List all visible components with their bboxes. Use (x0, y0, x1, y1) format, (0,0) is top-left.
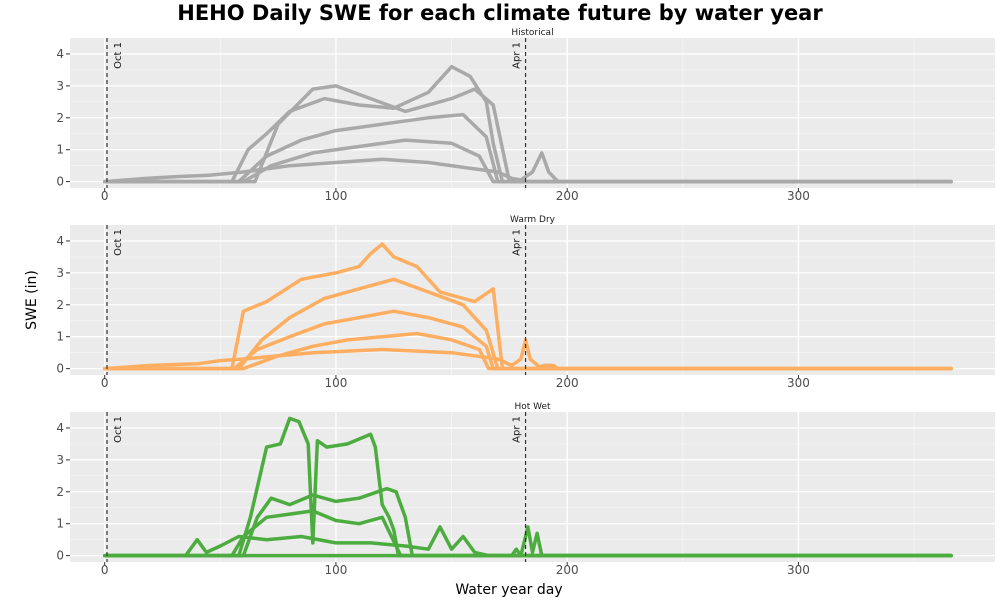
reference-line-label: Oct 1 (113, 229, 124, 256)
chart-title: HEHO Daily SWE for each climate future b… (177, 1, 823, 25)
reference-line-label: Apr 1 (512, 229, 523, 256)
panel-background (70, 225, 995, 375)
panel-warm-dry: Warm Dry Oct 1 Apr 1 0 1 2 3 4 0 100 200 300 (56, 215, 995, 390)
x-tick-label: 100 (324, 376, 347, 390)
x-tick-label: 200 (556, 376, 579, 390)
series-line (102, 112, 953, 184)
y-tick-label: 1 (56, 517, 64, 531)
reference-line-label: Apr 1 (512, 416, 523, 443)
reference-line-label: Apr 1 (512, 42, 523, 69)
y-tick-label: 4 (56, 421, 64, 435)
series-line (102, 277, 953, 371)
y-tick-label: 0 (56, 362, 64, 376)
y-tick-label: 4 (56, 234, 64, 248)
panel-strip-label: Hot Wet (514, 402, 551, 412)
series-line (102, 525, 953, 558)
panel-hot-wet: Hot Wet Oct 1 Apr 1 0 1 2 3 4 0 100 200 300 (56, 402, 995, 577)
panel-background (70, 412, 995, 562)
panel-historical: Historical Oct 1 Apr 1 0 1 2 3 4 0 100 200 300 (56, 28, 995, 203)
panel-strip-label: Warm Dry (510, 215, 556, 225)
x-tick-label: 100 (324, 563, 347, 577)
y-tick-label: 2 (56, 298, 64, 312)
y-tick-label: 1 (56, 330, 64, 344)
y-tick-label: 1 (56, 143, 64, 157)
y-tick-label: 4 (56, 47, 64, 61)
y-tick-label: 3 (56, 453, 64, 467)
series-line (102, 242, 953, 371)
series-line (102, 338, 953, 371)
x-tick-label: 200 (556, 563, 579, 577)
series-line (102, 486, 953, 558)
x-tick-label: 300 (787, 189, 810, 203)
series-line (102, 509, 953, 558)
x-tick-label: 200 (556, 189, 579, 203)
series-line (102, 525, 953, 558)
y-tick-label: 0 (56, 175, 64, 189)
series-line (102, 416, 953, 558)
y-tick-label: 3 (56, 266, 64, 280)
series-line (102, 151, 953, 184)
x-tick-label: 300 (787, 376, 810, 390)
reference-line-label: Oct 1 (113, 416, 124, 443)
reference-line-label: Oct 1 (113, 42, 124, 69)
x-axis-label: Water year day (455, 582, 563, 598)
series-line (102, 84, 953, 184)
x-tick-label: 0 (101, 376, 109, 390)
panel-strip-label: Historical (511, 28, 553, 38)
y-tick-label: 2 (56, 111, 64, 125)
y-tick-label: 2 (56, 485, 64, 499)
x-tick-label: 300 (787, 563, 810, 577)
y-tick-label: 0 (56, 549, 64, 563)
series-line (102, 309, 953, 371)
x-tick-label: 100 (324, 189, 347, 203)
x-tick-label: 0 (101, 189, 109, 203)
panel-background (70, 38, 995, 188)
y-tick-label: 3 (56, 79, 64, 93)
x-tick-label: 0 (101, 563, 109, 577)
